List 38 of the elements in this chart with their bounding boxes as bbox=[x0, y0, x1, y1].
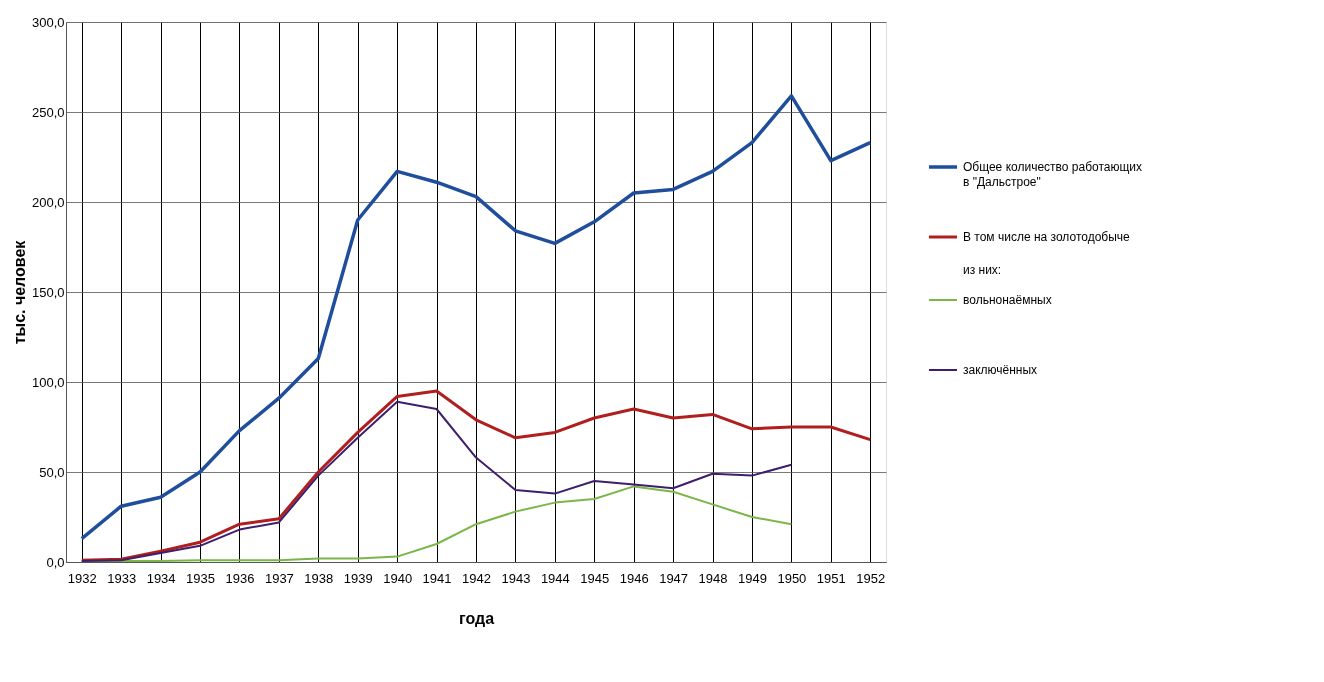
x-tick-label: 1944 bbox=[540, 570, 570, 586]
x-tick-label: 1947 bbox=[659, 570, 689, 586]
y-axis-title: тыс. человек bbox=[10, 239, 28, 345]
y-tick-label: 300,0 bbox=[31, 14, 65, 30]
y-tick-label: 150,0 bbox=[31, 284, 65, 300]
x-tick-label: 1932 bbox=[67, 570, 97, 586]
x-tick-label: 1948 bbox=[698, 570, 728, 586]
line-series bbox=[80, 389, 872, 562]
legend-label: вольнонаёмных bbox=[963, 293, 1052, 307]
x-tick-label: 1945 bbox=[580, 570, 610, 586]
x-tick-label: 1938 bbox=[304, 570, 334, 586]
x-tick-label: 1939 bbox=[343, 570, 373, 586]
legend-label: В том числе на золотодобыче bbox=[963, 230, 1131, 244]
x-tick-label: 1934 bbox=[146, 570, 176, 586]
x-tick-label: 1935 bbox=[186, 570, 215, 586]
x-tick-label: 1951 bbox=[816, 570, 846, 586]
x-tick-label: 1941 bbox=[422, 570, 452, 586]
y-tick-label: 200,0 bbox=[31, 194, 65, 210]
x-tick-label: 1933 bbox=[107, 570, 137, 586]
x-tick-label: 1937 bbox=[264, 570, 294, 586]
line-series bbox=[80, 400, 793, 563]
x-tick-label: 1949 bbox=[738, 570, 767, 586]
line-series bbox=[80, 94, 872, 541]
x-tick-label: 1950 bbox=[777, 570, 807, 586]
x-tick-label: 1936 bbox=[225, 570, 255, 586]
text: из них: bbox=[963, 263, 1002, 277]
y-tick-label: 100,0 bbox=[31, 374, 65, 390]
legend-label: Общее количество работающих в "Дальстрое" bbox=[963, 160, 1143, 189]
y-tick-label: 50,0 bbox=[39, 464, 65, 480]
x-axis-title: года bbox=[458, 609, 495, 627]
x-tick-label: 1943 bbox=[501, 570, 531, 586]
x-tick-label: 1946 bbox=[619, 570, 649, 586]
x-tick-label: 1942 bbox=[462, 570, 491, 586]
x-tick-label: 1952 bbox=[856, 570, 886, 586]
legend-label: заключённых bbox=[963, 363, 1038, 377]
y-tick-label: 0,0 bbox=[46, 554, 65, 570]
y-tick-label: 250,0 bbox=[31, 104, 65, 120]
x-tick-label: 1940 bbox=[383, 570, 413, 586]
